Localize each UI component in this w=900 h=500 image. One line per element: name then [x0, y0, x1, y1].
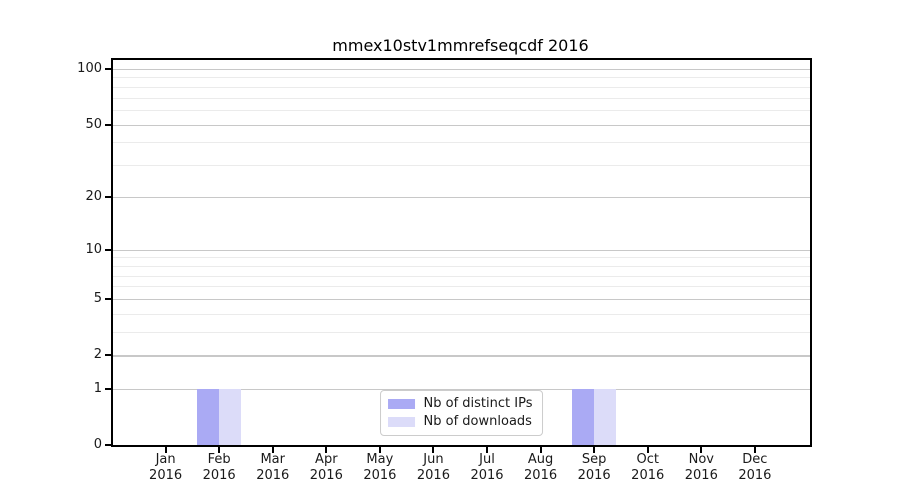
x-tick-label-year: 2016: [363, 467, 397, 483]
x-tick-label-month: Aug: [527, 452, 554, 467]
x-tick-label-year: 2016: [149, 467, 183, 483]
x-tick-label: Oct 2016: [617, 452, 679, 483]
x-tick-label-year: 2016: [470, 467, 504, 483]
x-tick-label-month: Jun: [423, 452, 444, 467]
plot-area: Nb of distinct IPs Nb of downloads: [111, 58, 812, 447]
x-tick-mark: [164, 447, 167, 453]
legend-swatch-downloads: [387, 416, 415, 427]
y-tick-label: 5: [93, 291, 102, 307]
legend-label-distinct-ips: Nb of distinct IPs: [423, 396, 533, 411]
legend-item-downloads: Nb of downloads: [387, 414, 533, 429]
x-tick-label-year: 2016: [631, 467, 665, 483]
y-tick-label: 100: [77, 61, 102, 76]
y-tick-mark: [105, 444, 111, 446]
x-tick-label: Nov 2016: [670, 452, 732, 483]
x-tick-label-month: May: [366, 452, 394, 467]
gridline-minor: [113, 257, 810, 259]
x-tick-label-month: Sep: [581, 452, 607, 467]
gridline-minor: [113, 165, 810, 167]
x-tick-label-month: Nov: [688, 452, 714, 467]
x-tick-mark: [486, 447, 489, 453]
gridline-major: [113, 124, 810, 127]
x-tick-mark: [593, 447, 596, 453]
x-tick-label-year: 2016: [524, 467, 558, 483]
gridline-minor: [113, 142, 810, 144]
bar-downloads: [594, 388, 617, 445]
y-tick-mark: [105, 354, 111, 357]
y-tick-mark: [105, 298, 111, 301]
bar-distinct-ips: [572, 388, 595, 445]
x-tick-label-month: Dec: [742, 452, 768, 467]
x-tick-label-year: 2016: [202, 467, 236, 483]
x-tick-label-month: Feb: [207, 452, 231, 467]
legend-label-downloads: Nb of downloads: [423, 414, 532, 429]
x-tick-label: Mar 2016: [242, 452, 304, 483]
gridline-major: [113, 69, 810, 71]
y-tick-label: 2: [93, 347, 102, 363]
y-tick-mark: [105, 387, 111, 390]
x-tick-label-year: 2016: [738, 467, 772, 483]
x-tick-label-month: Mar: [260, 452, 285, 467]
gridline-major: [113, 388, 810, 390]
x-tick-mark: [539, 447, 542, 453]
x-tick-mark: [271, 447, 274, 453]
chart-title: mmex10stv1mmrefseqcdf 2016: [332, 36, 589, 55]
y-tick-label: 20: [85, 188, 102, 204]
x-tick-label-year: 2016: [684, 467, 718, 483]
x-tick-mark: [432, 447, 435, 453]
x-tick-label: Dec 2016: [724, 452, 786, 483]
x-tick-label-year: 2016: [416, 467, 450, 483]
x-tick-label-year: 2016: [256, 467, 290, 483]
y-tick-label: 1: [93, 380, 102, 396]
x-tick-mark: [325, 447, 328, 453]
gridline-major: [113, 249, 810, 252]
gridline-major: [113, 299, 810, 301]
legend-swatch-distinct-ips: [387, 398, 415, 409]
gridline-minor: [113, 86, 810, 88]
y-tick-mark: [105, 195, 111, 198]
x-tick-label: Jul 2016: [456, 452, 518, 483]
x-tick-label-year: 2016: [577, 467, 611, 483]
gridline-minor: [113, 275, 810, 277]
x-tick-label: Apr 2016: [295, 452, 357, 483]
gridline-minor: [113, 332, 810, 334]
x-tick-label: Jun 2016: [402, 452, 464, 483]
bar-distinct-ips: [197, 388, 220, 445]
gridline-minor: [113, 286, 810, 288]
x-tick-label-month: Apr: [315, 452, 338, 467]
x-tick-label-year: 2016: [309, 467, 343, 483]
y-tick-mark: [105, 68, 111, 70]
x-tick-label: Sep 2016: [563, 452, 625, 483]
x-tick-label: Feb 2016: [188, 452, 250, 483]
legend-item-distinct-ips: Nb of distinct IPs: [387, 396, 533, 411]
x-tick-mark: [378, 447, 381, 453]
x-tick-label-month: Oct: [636, 452, 659, 467]
x-tick-label: Jan 2016: [135, 452, 197, 483]
gridline-major: [113, 355, 810, 357]
gridline-minor: [113, 77, 810, 79]
gridline-minor: [113, 265, 810, 267]
x-tick-mark: [218, 447, 221, 453]
gridline-minor: [113, 313, 810, 315]
gridline-major: [113, 196, 810, 199]
x-tick-mark: [753, 447, 756, 453]
gridline-minor: [113, 110, 810, 112]
x-tick-mark: [700, 447, 703, 453]
x-tick-label-month: Jul: [479, 452, 495, 467]
y-tick-mark: [105, 248, 111, 251]
x-tick-mark: [646, 447, 649, 453]
y-tick-label: 50: [85, 116, 102, 132]
x-tick-label-month: Jan: [155, 452, 176, 467]
x-tick-label: Aug 2016: [510, 452, 572, 483]
y-tick-mark: [105, 123, 111, 126]
bar-downloads: [219, 388, 242, 445]
y-tick-label: 10: [85, 241, 102, 257]
y-tick-label: 0: [93, 437, 102, 452]
gridline-minor: [113, 97, 810, 99]
legend: Nb of distinct IPs Nb of downloads: [379, 390, 544, 436]
x-tick-label: May 2016: [349, 452, 411, 483]
